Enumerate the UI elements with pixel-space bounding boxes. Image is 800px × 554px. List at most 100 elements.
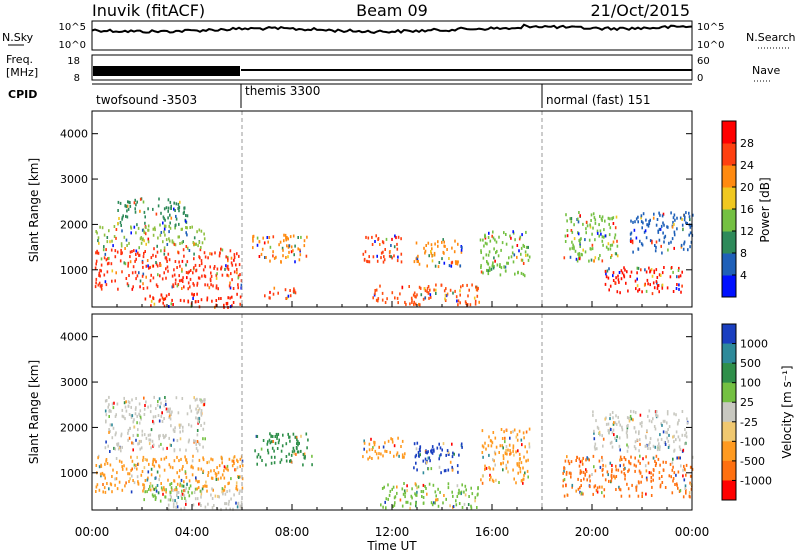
power-cell (607, 242, 610, 246)
power-cell (427, 285, 430, 288)
velocity-cell (595, 488, 598, 492)
velocity-cell (647, 461, 650, 465)
velocity-cell (306, 446, 308, 450)
velocity-cell (154, 415, 157, 419)
power-cell (147, 207, 149, 211)
velocity-cell (179, 448, 181, 452)
velocity-cell (645, 444, 648, 448)
power-cell (656, 286, 659, 290)
velocity-cell (189, 404, 191, 408)
velocity-cell (579, 469, 582, 473)
power-cell (459, 293, 461, 297)
velocity-cell (135, 463, 137, 467)
power-cell (679, 216, 682, 220)
velocity-cell (298, 441, 300, 445)
power-cell (412, 293, 415, 297)
velocity-cell (143, 483, 145, 487)
power-cell (189, 285, 191, 289)
velocity-cell (660, 422, 662, 426)
velocity-cell (580, 479, 582, 482)
power-cell (565, 213, 567, 217)
velocity-cell (502, 461, 504, 465)
velocity-cell (593, 429, 595, 433)
velocity-cell (297, 440, 299, 444)
velocity-cell (566, 455, 568, 459)
power-cell (99, 225, 101, 229)
power-cell (165, 257, 168, 261)
power-cell (101, 226, 104, 230)
velocity-cell (579, 490, 581, 494)
velocity-cell (156, 470, 159, 474)
velocity-cell (481, 481, 484, 485)
power-colorbar-tick-label: 28 (740, 137, 754, 150)
velocity-cell (512, 444, 515, 448)
power-cell (655, 280, 658, 284)
velocity-cell (194, 497, 197, 501)
velocity-cell (132, 420, 135, 424)
velocity-cell (604, 464, 607, 468)
velocity-cell (113, 446, 115, 450)
power-cell (96, 249, 98, 253)
power-cell (571, 246, 574, 250)
power-cell (675, 287, 678, 290)
velocity-cell (528, 427, 531, 431)
velocity-cell (202, 469, 205, 473)
power-cell (186, 233, 188, 237)
velocity-cell (451, 455, 454, 459)
power-cell (135, 249, 138, 253)
power-cell (192, 297, 194, 300)
power-cell (585, 220, 588, 224)
power-colorbar-swatch (722, 231, 736, 254)
power-colorbar-tick-label: 8 (740, 247, 747, 260)
velocity-cell (451, 468, 454, 472)
power-cell (168, 230, 170, 234)
power-cell (170, 207, 172, 210)
velocity-cell (174, 488, 176, 492)
noise-right-tick-top: 10^5 (697, 22, 724, 33)
power-cell (109, 240, 111, 244)
velocity-cell (380, 452, 382, 456)
power-cell (181, 241, 183, 245)
power-cell (588, 259, 590, 263)
velocity-cell (274, 455, 276, 459)
velocity-cell (449, 460, 452, 464)
velocity-cell (618, 487, 621, 491)
velocity-cell (494, 452, 497, 456)
power-cell (238, 263, 241, 267)
power-cell (413, 302, 415, 306)
velocity-cell (150, 467, 153, 471)
velocity-cell (280, 458, 283, 462)
velocity-cell (465, 488, 467, 492)
power-cell (634, 220, 636, 224)
power-cell (503, 231, 505, 235)
velocity-cell (182, 425, 184, 429)
velocity-cell (195, 407, 197, 411)
velocity-cell (414, 492, 416, 496)
power-cell (201, 241, 204, 245)
power-cell (144, 215, 146, 219)
power-cell (227, 264, 229, 268)
power-cell (215, 273, 218, 277)
power-cell (497, 254, 500, 258)
velocity-cell (233, 455, 236, 459)
velocity-cell (509, 436, 511, 440)
velocity-cell (121, 467, 124, 471)
power-cell (674, 218, 676, 222)
power-cell (475, 288, 478, 292)
velocity-cell (629, 414, 632, 418)
power-cell (486, 268, 488, 272)
velocity-cell (645, 436, 647, 440)
power-cell (505, 242, 508, 246)
frequency-panel: Freq. [MHz] 18 8 60 0 Nave (6, 53, 780, 84)
power-cell (95, 277, 98, 281)
power-cell (272, 254, 274, 258)
power-cell (607, 216, 610, 220)
power-cell (632, 220, 634, 224)
velocity-cell (235, 501, 237, 505)
velocity-cell (156, 403, 159, 407)
power-cell (130, 231, 132, 235)
power-cell (681, 223, 684, 227)
velocity-cell (494, 463, 496, 467)
velocity-cell (662, 460, 665, 464)
